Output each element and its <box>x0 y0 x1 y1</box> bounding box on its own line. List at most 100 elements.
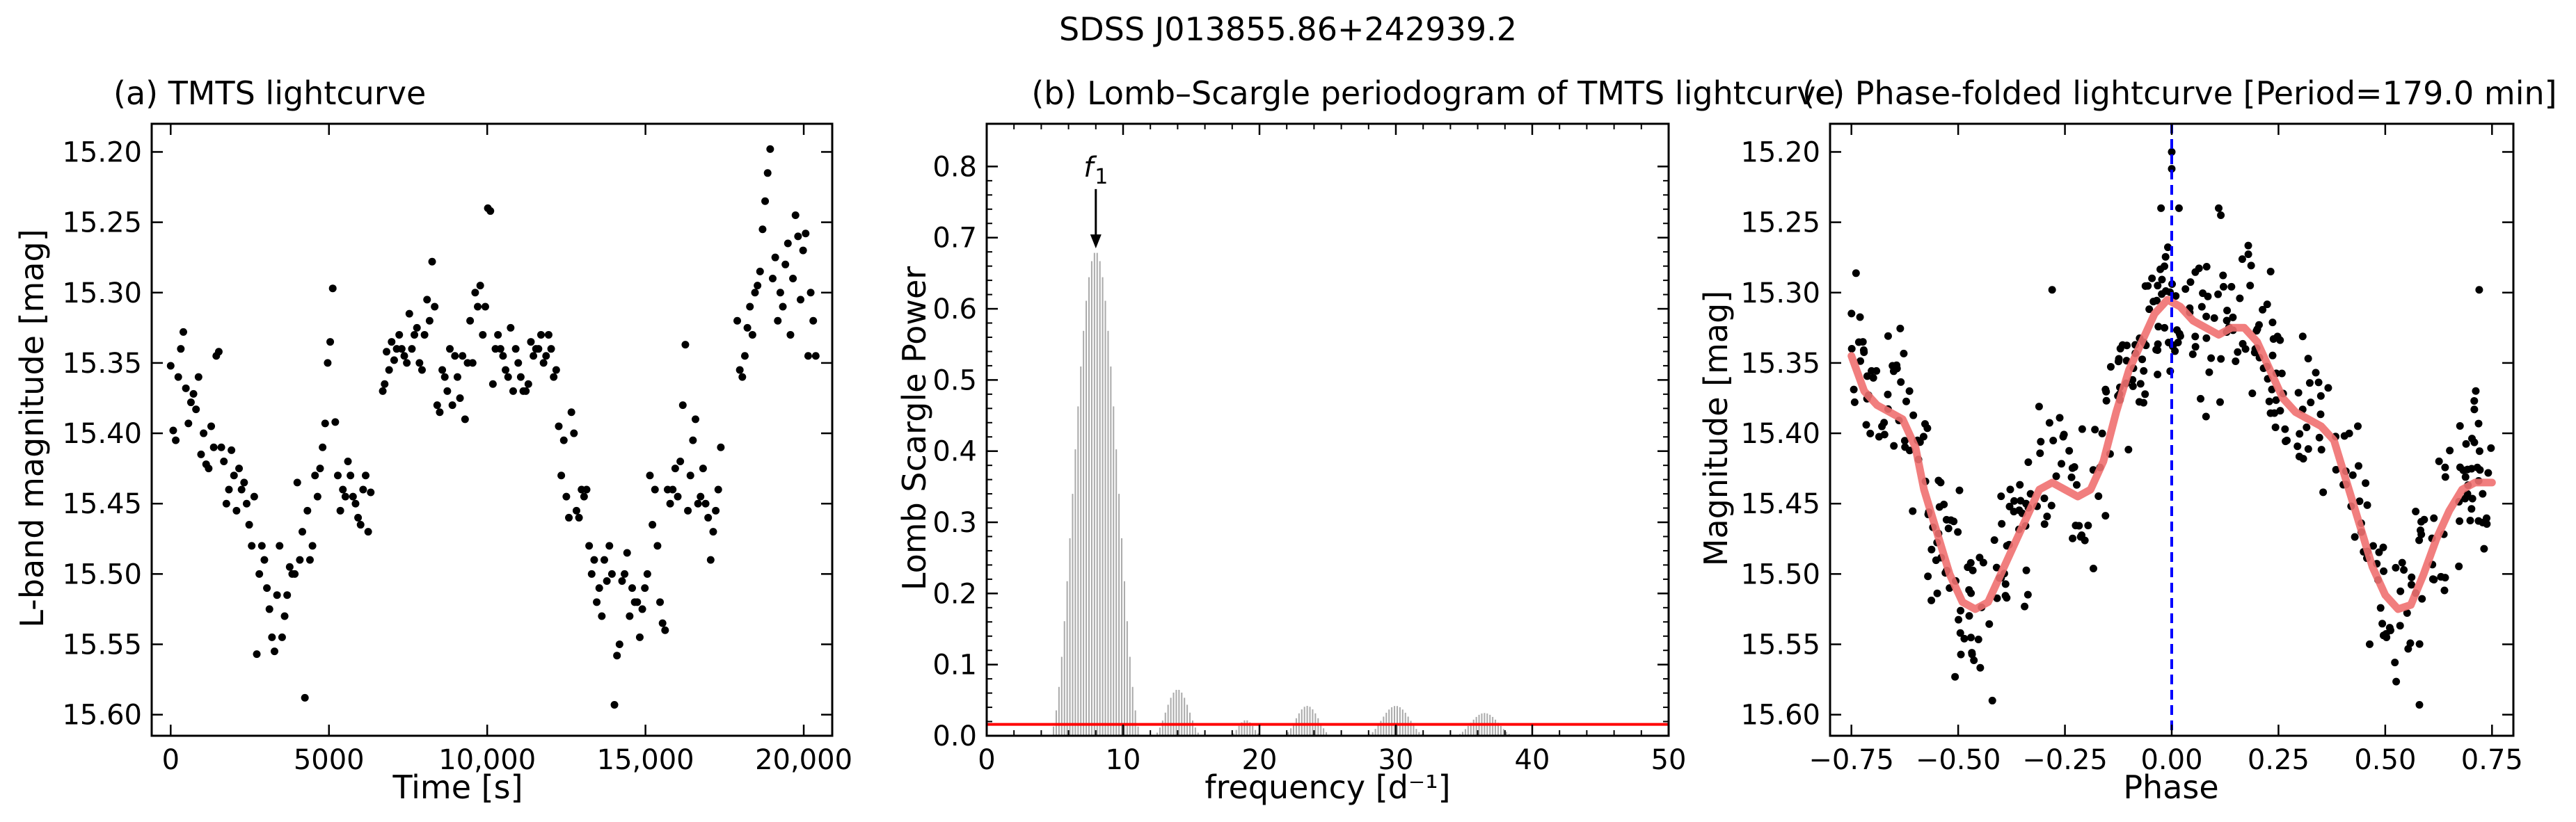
panel-a-data-point <box>436 408 444 417</box>
panel-c-data-point <box>2075 522 2083 530</box>
panel-c-ytick-label: 15.60 <box>1740 700 1820 732</box>
panel-c-data-point <box>1950 517 1958 526</box>
panel-c-data-point <box>2294 389 2303 397</box>
panel-c-data-point <box>2191 343 2200 351</box>
panel-a-data-point <box>451 352 459 360</box>
panel-a-data-point <box>651 485 659 494</box>
panel-a-data-point <box>359 485 367 494</box>
panel-c-data-point <box>2037 437 2045 446</box>
panel-c-data-point <box>2219 271 2227 280</box>
panel-c-data-point <box>2098 429 2106 437</box>
panel-c-data-point <box>2483 519 2491 528</box>
panel-a-data-point <box>425 316 434 325</box>
panel-b-xtick-label: 50 <box>1651 744 1687 776</box>
panel-c-data-point <box>2216 398 2224 406</box>
panel-a-data-point <box>379 387 387 395</box>
panel-a-data-point <box>428 257 436 266</box>
panel-c-data-point <box>2141 390 2149 398</box>
panel-a-data-point <box>179 328 187 336</box>
panel-c-data-point <box>2456 463 2464 472</box>
panel-a-data-point <box>324 359 332 367</box>
panel-c-data-point <box>2468 494 2476 503</box>
panel-c-data-point <box>2296 430 2304 438</box>
panel-c-data-point <box>1968 649 1976 657</box>
panel-c-data-point <box>1997 492 2005 501</box>
panel-a-data-point <box>313 492 321 501</box>
panel-c-data-point <box>2197 394 2205 403</box>
panel-c-data-point <box>2295 453 2303 461</box>
panel-c-data-point <box>2247 261 2255 270</box>
panel-c-data-point <box>2415 536 2424 545</box>
panel-a-data-point <box>671 465 679 473</box>
panel-c-data-point <box>2024 458 2033 467</box>
panel-a-data-point <box>253 650 261 659</box>
panel-c-data-point <box>2239 339 2247 348</box>
panel-c-data-point <box>1847 309 1856 318</box>
panel-c-data-point <box>2282 437 2290 446</box>
panel-a-data-point <box>172 436 180 444</box>
panel-b-ytick-label: 0.6 <box>932 293 977 325</box>
panel-c-data-point <box>2455 562 2463 570</box>
panel-b-ytick-label: 0.5 <box>932 364 977 396</box>
panel-c-data-point <box>1884 390 1892 398</box>
panel-c-data-point <box>2255 321 2263 329</box>
panel-a-data-point <box>308 542 317 550</box>
panel-a-data-point <box>653 542 662 550</box>
panel-a-data-point <box>794 232 802 241</box>
panel-a-data-point <box>709 528 717 536</box>
panel-a-data-point <box>207 422 216 430</box>
panel-c-data-point <box>2115 355 2123 363</box>
panel-a-data-point <box>438 366 447 374</box>
panel-c-data-point <box>1970 656 1978 664</box>
panel-a-data-point <box>177 345 185 353</box>
panel-c-data-point <box>2081 536 2089 545</box>
panel-a-data-point <box>756 267 764 275</box>
panel-c-data-point <box>2154 340 2162 348</box>
panel-c-data-point <box>2060 430 2068 439</box>
panel-c-data-point <box>2207 354 2216 362</box>
panel-c-data-point <box>2268 351 2277 360</box>
panel-c-data-point <box>1965 612 1973 620</box>
panel-c-data-point <box>2136 380 2145 388</box>
panel-a-data-point <box>509 387 517 395</box>
panel-c-data-point <box>1932 556 1940 565</box>
panel-a-data-point <box>600 556 608 564</box>
panel-c-data-point <box>2084 522 2092 530</box>
panel-a-data-point <box>615 640 623 649</box>
panel-a-data-point <box>740 352 749 360</box>
panel-c-data-point <box>2210 314 2218 322</box>
panel-a-data-point <box>466 316 475 325</box>
panel-c-data-point <box>2153 296 2161 305</box>
panel-a-data-point <box>789 275 797 283</box>
panel-c-phase-folded: (c) Phase-folded lightcurve [Period=179.… <box>1697 74 2557 806</box>
panel-c-data-point <box>2315 433 2323 442</box>
panel-a-data-point <box>658 619 667 627</box>
panel-c-data-point <box>2236 294 2244 303</box>
panel-c-data-point <box>1927 596 1936 604</box>
panel-c-data-point <box>2456 422 2464 430</box>
panel-a-data-point <box>499 352 507 360</box>
panel-c-data-point <box>2223 316 2231 325</box>
panel-c-data-point <box>2135 398 2143 406</box>
panel-a-data-point <box>738 373 747 381</box>
panel-c-plot-area: −0.75 −0.50 −0.25 0.00 0.25 0.50 0.75 15.20 15.2… <box>1740 122 2523 776</box>
panel-c-data-point <box>2244 250 2252 259</box>
panel-c-data-point <box>2462 440 2470 448</box>
panel-c-data-point <box>2348 471 2357 479</box>
panel-c-data-point <box>2408 581 2416 589</box>
panel-c-data-point <box>2369 542 2378 550</box>
panel-b-ytick-label: 0.8 <box>932 151 977 183</box>
panel-a-data-point <box>217 443 225 451</box>
panel-c-data-point <box>1956 629 1964 637</box>
panel-a-data-point <box>222 499 230 508</box>
panel-b-ytick-label: 0.7 <box>932 223 977 255</box>
panel-a-data-point <box>453 373 461 381</box>
panel-c-data-point <box>2474 419 2483 428</box>
panel-a-data-point <box>694 499 702 508</box>
panel-c-data-point <box>2124 446 2133 454</box>
panel-a-data-point <box>565 513 573 522</box>
panel-a-data-point <box>706 556 715 564</box>
panel-c-data-point <box>2472 387 2480 395</box>
panel-a-data-point <box>408 345 416 353</box>
panel-c-data-point <box>2403 609 2411 617</box>
